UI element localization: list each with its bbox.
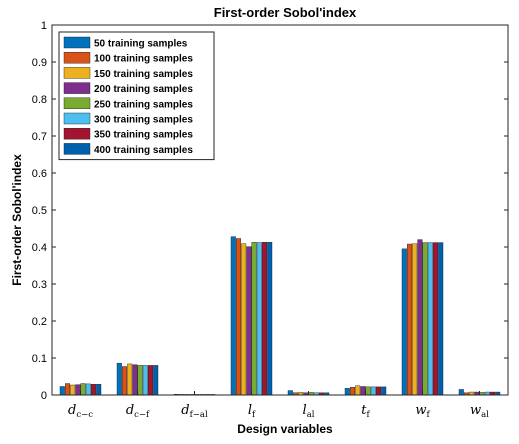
y-tick-label: 0.8 bbox=[32, 94, 47, 106]
y-tick-label: 0.1 bbox=[32, 353, 47, 365]
bar bbox=[422, 242, 428, 396]
bar bbox=[147, 365, 153, 396]
legend-swatch bbox=[63, 112, 91, 125]
y-tick-label: 0.7 bbox=[32, 131, 47, 143]
bar bbox=[401, 248, 407, 396]
x-tick-label: wal bbox=[470, 403, 489, 420]
y-tick-label: 0.4 bbox=[32, 242, 47, 254]
bar bbox=[438, 242, 444, 396]
legend-entry-label: 250 training samples bbox=[94, 99, 193, 110]
legend-swatch bbox=[63, 67, 91, 79]
bar bbox=[85, 383, 91, 396]
bar bbox=[132, 364, 138, 396]
y-tick-label: 0.6 bbox=[32, 168, 47, 180]
bar bbox=[116, 362, 122, 396]
bar bbox=[417, 239, 423, 396]
bar bbox=[381, 386, 387, 396]
x-tick-label: dc−f bbox=[126, 403, 150, 420]
x-tick-label: wf bbox=[415, 403, 430, 420]
bar bbox=[64, 383, 70, 396]
legend-entry-label: 350 training samples bbox=[94, 130, 193, 141]
legend-entry-label: 200 training samples bbox=[94, 84, 193, 95]
bar bbox=[376, 386, 382, 396]
bar bbox=[355, 385, 361, 396]
x-tick-label: dc−c bbox=[68, 403, 93, 420]
bar bbox=[407, 243, 413, 396]
legend-swatch bbox=[63, 127, 91, 140]
bar bbox=[350, 387, 356, 396]
legend-swatch bbox=[63, 82, 91, 94]
y-tick-label: 0.2 bbox=[32, 316, 47, 328]
legend-swatch bbox=[63, 36, 91, 49]
bar bbox=[287, 390, 293, 396]
bar bbox=[137, 365, 143, 396]
bar bbox=[241, 243, 247, 396]
bar bbox=[121, 366, 127, 396]
bar bbox=[458, 389, 464, 396]
bar bbox=[142, 365, 148, 396]
x-tick-label: lal bbox=[303, 403, 315, 420]
x-tick-label: lf bbox=[248, 403, 256, 420]
bar bbox=[246, 246, 252, 396]
bar bbox=[412, 243, 418, 396]
bar bbox=[427, 242, 433, 396]
x-tick-label: tf bbox=[361, 403, 370, 420]
legend-swatch bbox=[63, 52, 91, 64]
bar bbox=[256, 242, 262, 396]
y-tick-label: 1 bbox=[41, 20, 47, 32]
bar bbox=[251, 241, 257, 396]
legend: 50 training samples 100 training samples 1… bbox=[58, 31, 215, 161]
bar bbox=[360, 386, 366, 396]
y-tick-label: 0.5 bbox=[32, 205, 47, 217]
bar bbox=[70, 384, 76, 396]
legend-swatch bbox=[63, 97, 91, 110]
bars-layer bbox=[59, 236, 501, 396]
bar bbox=[59, 386, 65, 396]
x-axis-label: Design variables bbox=[237, 422, 333, 436]
bar bbox=[127, 363, 133, 396]
bar bbox=[365, 386, 371, 396]
bar bbox=[230, 236, 236, 396]
bar bbox=[96, 384, 102, 396]
y-axis: 0 0.1 0.2 0.3 0.4 0.5 0.6 0.7 0.8 0.9 1 bbox=[32, 20, 508, 402]
legend-entry-label: 150 training samples bbox=[94, 69, 193, 80]
y-tick-label: 0.3 bbox=[32, 279, 47, 291]
bar bbox=[344, 388, 350, 396]
bar bbox=[433, 242, 439, 396]
legend-entry-label: 50 training samples bbox=[94, 39, 188, 50]
y-axis-label: First-order Sobol'index bbox=[10, 154, 24, 286]
x-tick-label: df−al bbox=[181, 403, 208, 420]
legend-entry-label: 100 training samples bbox=[94, 54, 193, 65]
bar bbox=[90, 384, 96, 396]
bar bbox=[235, 238, 241, 396]
legend-entry-label: 300 training samples bbox=[94, 115, 193, 126]
bar bbox=[370, 386, 376, 396]
bar bbox=[80, 383, 86, 396]
legend-entry-label: 400 training samples bbox=[94, 145, 193, 156]
bar bbox=[262, 241, 268, 396]
bar bbox=[267, 241, 273, 396]
y-tick-label: 0 bbox=[41, 390, 47, 402]
legend-swatch bbox=[63, 143, 91, 155]
bar bbox=[153, 365, 159, 396]
x-axis: dc−c dc−f df−al lf lal tf wf wal bbox=[68, 391, 489, 420]
y-tick-label: 0.9 bbox=[32, 57, 47, 69]
chart-title: First-order Sobol'index bbox=[214, 5, 357, 20]
bar bbox=[75, 384, 81, 396]
